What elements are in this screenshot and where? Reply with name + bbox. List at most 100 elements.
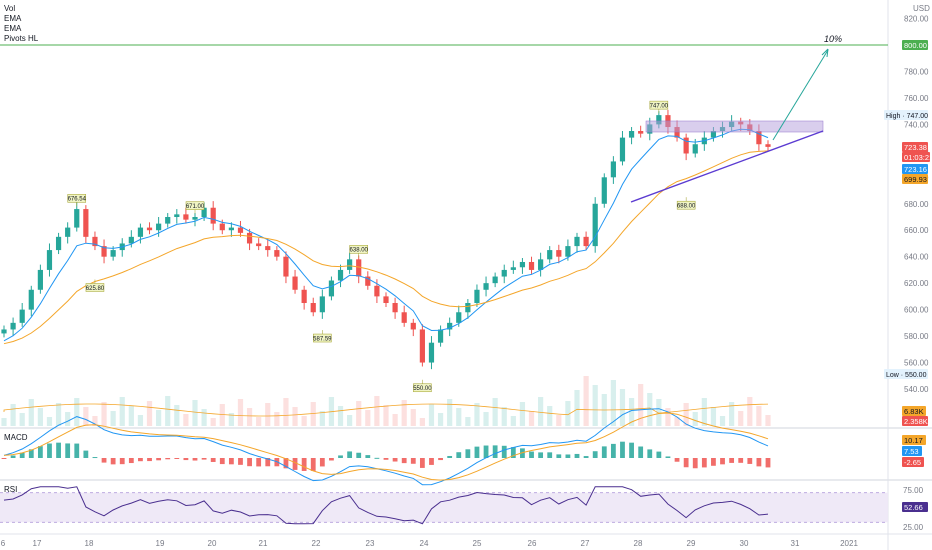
macd-histogram-bar: [401, 458, 407, 464]
volume-bar: [119, 397, 125, 426]
candle-body: [183, 214, 189, 220]
candle-body: [46, 250, 53, 270]
svg-text:747.00: 747.00: [650, 103, 669, 109]
candle-body: [465, 303, 471, 313]
macd-histogram-bar: [629, 442, 634, 458]
macd-histogram-bar: [765, 458, 771, 468]
candle-body: [610, 161, 616, 178]
pivot-label-550.00: 550.00: [413, 379, 432, 392]
pivot-label-587.59: 587.59: [313, 330, 332, 342]
candles: [1, 109, 771, 370]
volume-bar: [46, 417, 53, 426]
pivot-label-688.00: 688.00: [676, 197, 696, 209]
macd-histogram-bar: [574, 453, 580, 458]
legend-pivots: Pivots HL: [4, 34, 39, 43]
candle-body: [328, 280, 335, 297]
candle-body: [583, 236, 589, 247]
macd-histogram-bar: [438, 458, 443, 461]
macd-histogram-bar: [474, 446, 480, 458]
candle-body: [538, 259, 544, 270]
price-tick-680: 680.00: [904, 200, 929, 209]
volume-bar: [756, 406, 762, 426]
volume-bar: [83, 407, 89, 426]
candle-body: [756, 131, 762, 145]
price-tick-620: 620.00: [904, 279, 929, 288]
macd-histogram-bar: [538, 452, 544, 458]
volume-bar: [437, 413, 444, 426]
price-tick-560: 560.00: [904, 359, 929, 368]
projection-arrow[interactable]: [772, 49, 829, 141]
macd-histogram-bar: [210, 458, 216, 462]
volume-bar: [738, 411, 744, 426]
volume-bar: [719, 416, 726, 426]
volume-bar: [492, 398, 498, 426]
volume-bar: [292, 407, 298, 426]
candle-body: [110, 250, 116, 257]
ema-lines: [3, 128, 769, 345]
legend-rsi: RSI: [4, 485, 17, 494]
svg-text:800.00: 800.00: [904, 41, 927, 50]
candle-body: [492, 276, 498, 284]
price-tick-820: 820.00: [904, 15, 929, 24]
candle-body: [601, 177, 607, 204]
time-tick-22: 22: [312, 539, 321, 548]
ascending-trendline[interactable]: [630, 130, 824, 203]
macd-histogram-bar: [10, 455, 16, 458]
macd-pane: [1, 408, 771, 486]
macd-histogram-bar: [529, 451, 534, 458]
volume-bar: [137, 415, 144, 426]
macd-histogram-bar: [28, 449, 34, 458]
volume-bar: [392, 414, 398, 426]
macd-histogram-bar: [183, 458, 189, 461]
volume-bar: [274, 412, 280, 426]
badge-macd-b: 7.53: [902, 446, 922, 456]
legend-ema-2: EMA: [4, 24, 22, 33]
pivot-label-671.00: 671.00: [185, 201, 205, 214]
macd-histogram-bar: [620, 441, 625, 458]
macd-histogram-bar: [592, 451, 598, 458]
candle-body: [237, 227, 244, 233]
candle-body: [456, 312, 462, 323]
candle-body: [592, 203, 598, 247]
macd-histogram-bar: [720, 458, 725, 465]
svg-text:7.53: 7.53: [904, 447, 919, 456]
macd-histogram-bar: [374, 457, 380, 459]
volume-bar: [1, 418, 7, 426]
candle-body: [83, 209, 89, 237]
candle-body: [519, 261, 526, 268]
candle-body: [437, 329, 444, 343]
volume-bar: [374, 396, 380, 426]
candle-body: [410, 322, 416, 330]
candle-body: [428, 342, 435, 363]
projection-percent: 10%: [824, 34, 842, 44]
price-tick-600: 600.00: [904, 306, 929, 315]
candle-body: [192, 217, 198, 220]
volume-bar: [729, 402, 735, 426]
candle-body: [128, 236, 134, 244]
pivot-label-676.54: 676.54: [67, 194, 87, 207]
macd-histogram-bar: [228, 458, 234, 465]
macd-histogram-bar: [319, 458, 325, 467]
volume-bar: [456, 408, 462, 426]
price-tick-780: 780.00: [904, 67, 929, 76]
candle-body: [19, 309, 25, 323]
candle-body: [165, 217, 171, 224]
candle-body: [301, 289, 307, 303]
candle-body: [337, 269, 344, 281]
volume-ma-line: [3, 403, 769, 417]
time-tick-6: 6: [1, 539, 6, 548]
volume-bar: [583, 376, 589, 426]
candle-body: [101, 246, 107, 257]
badge-vol-b: 2.358K: [902, 416, 928, 426]
volume-bar: [365, 410, 371, 426]
volume-bar: [565, 401, 571, 426]
volume-bar: [74, 398, 80, 426]
volume-bar: [410, 409, 416, 426]
volume-bar: [183, 414, 189, 426]
resistance-rectangle[interactable]: [645, 120, 824, 133]
volume-bar: [501, 407, 507, 426]
candle-body: [319, 296, 325, 313]
candle-body: [356, 259, 362, 277]
macd-histogram-bar: [383, 458, 389, 460]
